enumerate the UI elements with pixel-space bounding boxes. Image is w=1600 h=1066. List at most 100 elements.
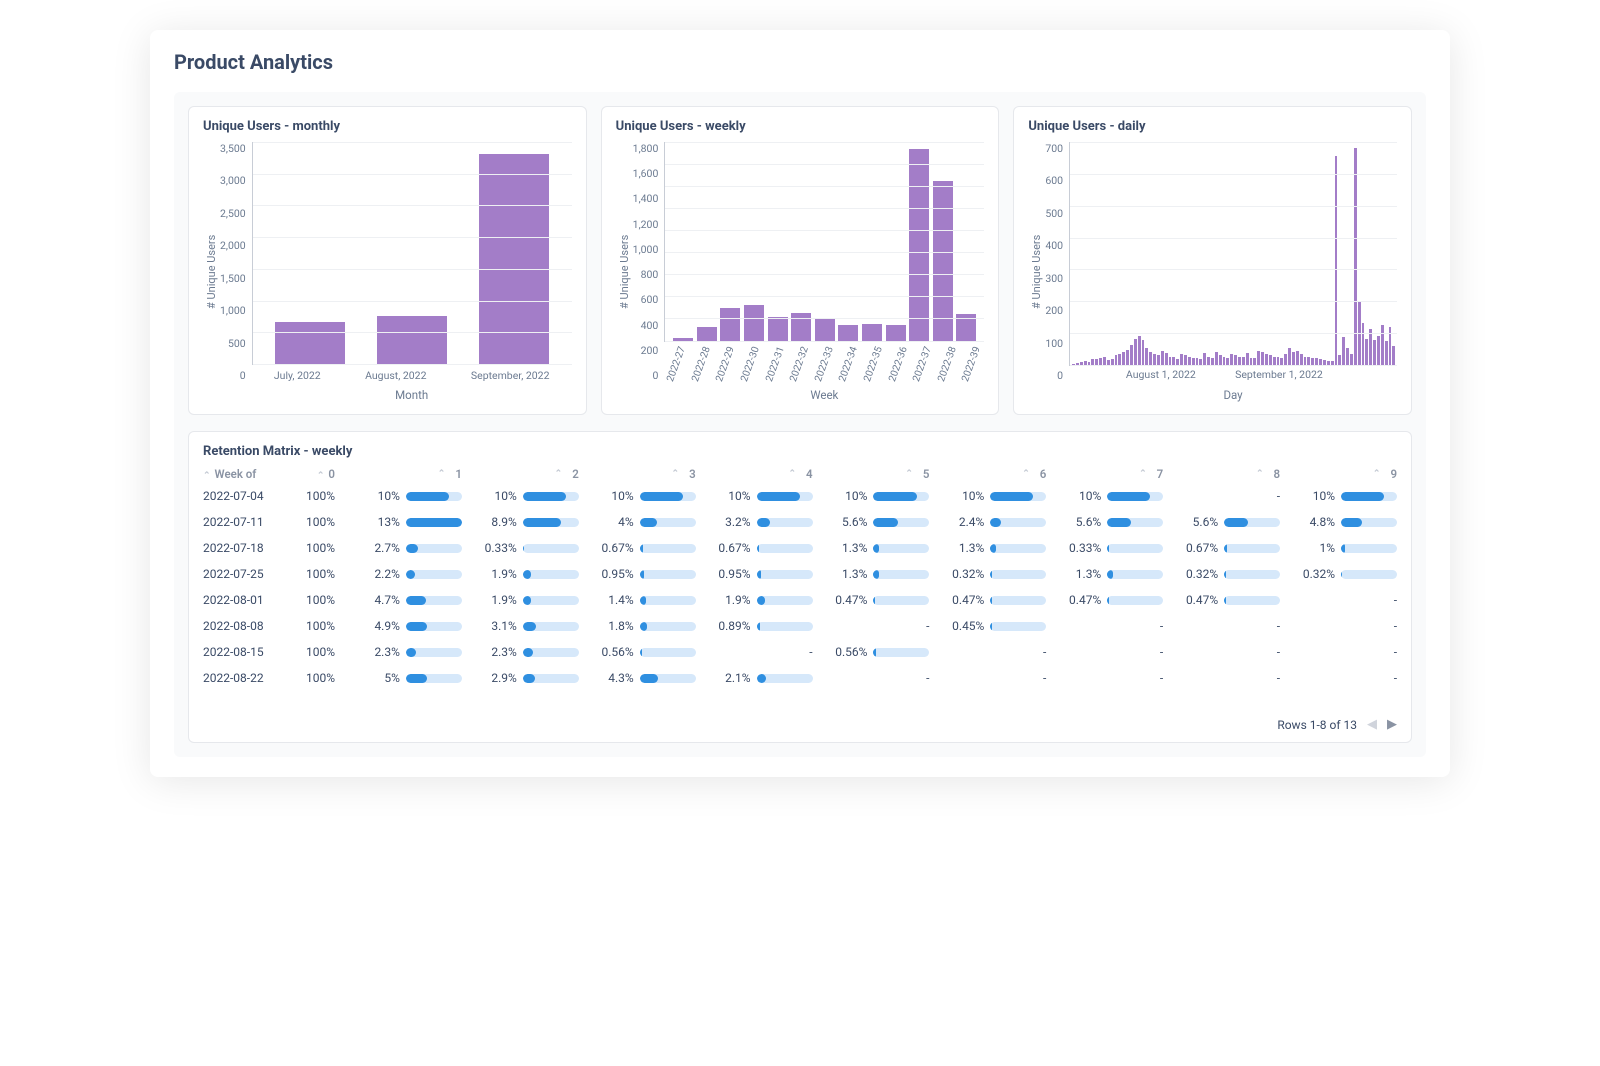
sort-caret-icon: ⌃ xyxy=(555,469,563,479)
sort-caret-icon: ⌃ xyxy=(1022,469,1030,479)
retention-pct: 1.9% xyxy=(717,593,751,607)
monthly-x-ticks: July, 2022August, 2022September, 2022 xyxy=(252,365,572,382)
retention-progress xyxy=(990,570,1046,579)
retention-week-label: 2022-07-18 xyxy=(203,541,289,555)
retention-cell: 2.4% xyxy=(929,515,1046,529)
retention-progress xyxy=(990,622,1046,631)
retention-cell: 0.32% xyxy=(929,567,1046,581)
retention-cell: 0.95% xyxy=(579,567,696,581)
retention-week-label: 2022-08-22 xyxy=(203,671,289,685)
retention-week-label: 2022-07-25 xyxy=(203,567,289,581)
retention-progress xyxy=(406,674,462,683)
retention-pct: 3.2% xyxy=(717,515,751,529)
panel-monthly: Unique Users - monthly # Unique Users 3,… xyxy=(188,106,587,415)
chart-bar xyxy=(1230,354,1233,365)
retention-progress xyxy=(523,596,579,605)
retention-pct: 1.4% xyxy=(600,593,634,607)
retention-progress xyxy=(640,622,696,631)
sort-caret-icon: ⌃ xyxy=(1139,469,1147,479)
retention-col-header[interactable]: ⌃1 xyxy=(345,467,462,481)
weekly-x-ticks: 2022-272022-282022-292022-302022-312022-… xyxy=(664,342,984,382)
retention-cell: 4% xyxy=(579,515,696,529)
chart-bar xyxy=(744,305,764,341)
retention-progress xyxy=(1107,570,1163,579)
retention-pct: 2.3% xyxy=(366,645,400,659)
retention-dash: - xyxy=(1394,645,1397,659)
retention-cell: 0.56% xyxy=(813,645,930,659)
retention-progress xyxy=(1224,544,1280,553)
chart-bar xyxy=(1130,345,1133,365)
retention-pct: 2.1% xyxy=(717,671,751,685)
chart-bar xyxy=(1300,354,1303,365)
retention-row: 2022-08-22100%5%2.9%4.3%2.1%----- xyxy=(203,671,1397,685)
retention-cell: 0.32% xyxy=(1280,567,1397,581)
retention-col-header[interactable]: ⌃6 xyxy=(929,467,1046,481)
retention-col-header[interactable]: ⌃2 xyxy=(462,467,579,481)
weekly-y-label: # Unique Users xyxy=(616,142,633,402)
retention-progress xyxy=(640,674,696,683)
daily-y-ticks: 7006005004003002001000 xyxy=(1045,142,1069,402)
retention-cell: 3.2% xyxy=(696,515,813,529)
weekly-plot xyxy=(664,142,984,342)
monthly-x-label: Month xyxy=(252,388,572,402)
retention-pct: 0.47% xyxy=(1184,593,1218,607)
retention-col-header[interactable]: ⌃Week of xyxy=(203,467,289,481)
retention-progress xyxy=(1107,492,1163,501)
retention-pct: 1.3% xyxy=(950,541,984,555)
retention-cell: 1.3% xyxy=(813,567,930,581)
chart-bar xyxy=(909,149,929,340)
charts-row: Unique Users - monthly # Unique Users 3,… xyxy=(188,106,1412,415)
sort-caret-icon: ⌃ xyxy=(438,469,446,479)
retention-pct: 4.3% xyxy=(600,671,634,685)
retention-progress xyxy=(406,596,462,605)
retention-title: Retention Matrix - weekly xyxy=(203,444,1397,459)
retention-cell: 4.3% xyxy=(579,671,696,685)
chart-bar xyxy=(1115,355,1118,365)
pagination-next[interactable]: ▶ xyxy=(1387,717,1397,732)
retention-row: 2022-07-04100%10%10%10%10%10%10%10%-10% xyxy=(203,489,1397,503)
retention-col-header[interactable]: ⌃4 xyxy=(696,467,813,481)
retention-col0-value: 100% xyxy=(289,515,345,529)
panel-weekly: Unique Users - weekly # Unique Users 1,8… xyxy=(601,106,1000,415)
retention-progress xyxy=(640,492,696,501)
retention-pct: 0.33% xyxy=(1067,541,1101,555)
retention-cell: - xyxy=(1046,671,1163,685)
retention-cell: 10% xyxy=(696,489,813,503)
chart-bar xyxy=(1172,357,1175,365)
chart-bar xyxy=(1265,354,1268,365)
retention-pct: 4.9% xyxy=(366,619,400,633)
retention-col-header[interactable]: ⌃0 xyxy=(289,467,345,481)
sort-caret-icon: ⌃ xyxy=(1373,469,1381,479)
chart-bar xyxy=(1342,337,1345,365)
retention-progress xyxy=(873,596,929,605)
retention-progress xyxy=(523,544,579,553)
retention-col-header[interactable]: ⌃3 xyxy=(579,467,696,481)
retention-progress xyxy=(640,596,696,605)
chart-bar xyxy=(697,327,717,341)
daily-y-label: # Unique Users xyxy=(1028,142,1045,402)
retention-week-label: 2022-08-08 xyxy=(203,619,289,633)
retention-progress xyxy=(757,622,813,631)
retention-progress xyxy=(523,492,579,501)
retention-progress xyxy=(873,544,929,553)
retention-pct: 2.2% xyxy=(366,567,400,581)
retention-cell: 2.2% xyxy=(345,567,462,581)
chart-bar xyxy=(1238,357,1241,365)
retention-dash: - xyxy=(1394,593,1397,607)
chart-bar xyxy=(1253,358,1256,365)
retention-col-header[interactable]: ⌃9 xyxy=(1280,467,1397,481)
chart-bar xyxy=(1215,352,1218,365)
chart-bar xyxy=(1381,325,1384,365)
pagination-prev[interactable]: ◀ xyxy=(1367,717,1377,732)
retention-cell: - xyxy=(696,645,813,659)
retention-header: ⌃Week of⌃0⌃1⌃2⌃3⌃4⌃5⌃6⌃7⌃8⌃9 xyxy=(203,467,1397,481)
chart-bar xyxy=(1296,351,1299,365)
chart-bar xyxy=(1350,354,1353,365)
retention-col-header[interactable]: ⌃7 xyxy=(1046,467,1163,481)
retention-col-header[interactable]: ⌃5 xyxy=(813,467,930,481)
retention-progress xyxy=(406,648,462,657)
retention-col-header[interactable]: ⌃8 xyxy=(1163,467,1280,481)
retention-progress xyxy=(1224,518,1280,527)
retention-progress xyxy=(1341,518,1397,527)
chart-bar xyxy=(1219,355,1222,365)
